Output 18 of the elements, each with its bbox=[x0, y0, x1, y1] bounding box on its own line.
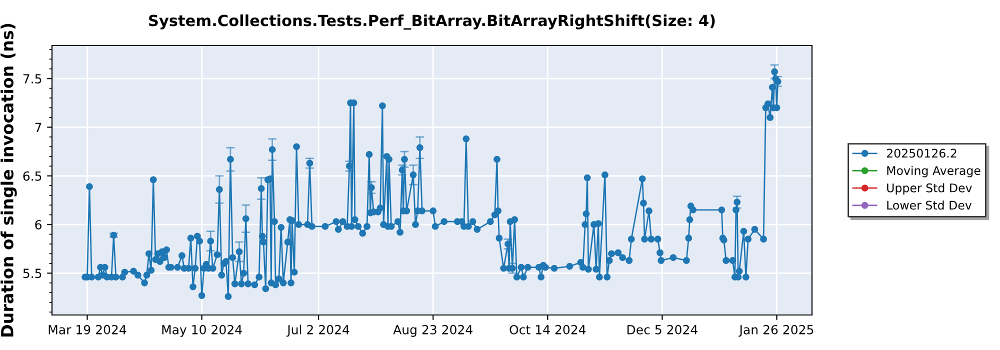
x-tick-label: Dec 5 2024 bbox=[627, 324, 698, 334]
legend-label: 20250126.2 bbox=[886, 148, 956, 158]
legend-label: Lower Std Dev bbox=[887, 200, 972, 210]
y-tick-label: 5.5 bbox=[23, 268, 42, 278]
x-tick-label: Oct 14 2024 bbox=[510, 324, 586, 334]
x-tick-label: Jul 2 2024 bbox=[286, 324, 350, 337]
x-tick-label: Mar 19 2024 bbox=[48, 324, 126, 334]
y-axis-title: Duration of single invocation (ns) bbox=[0, 24, 17, 336]
legend-label: Moving Average bbox=[887, 166, 980, 178]
chart-title: System.Collections.Tests.Perf_BitArray.BitArrayRightShift(Size: 4) bbox=[149, 14, 715, 30]
y-tick-label: 6 bbox=[35, 220, 42, 230]
x-tick-label: Aug 23 2024 bbox=[393, 324, 472, 337]
y-tick-label: 7.5 bbox=[23, 74, 42, 84]
x-tick-label: Jan 26 2025 bbox=[738, 324, 814, 337]
x-tick-label: May 10 2024 bbox=[162, 324, 242, 337]
legend-label: Upper Std Dev bbox=[887, 183, 972, 195]
y-tick-label: 7 bbox=[35, 122, 42, 132]
y-tick-label: 6.5 bbox=[23, 171, 42, 181]
